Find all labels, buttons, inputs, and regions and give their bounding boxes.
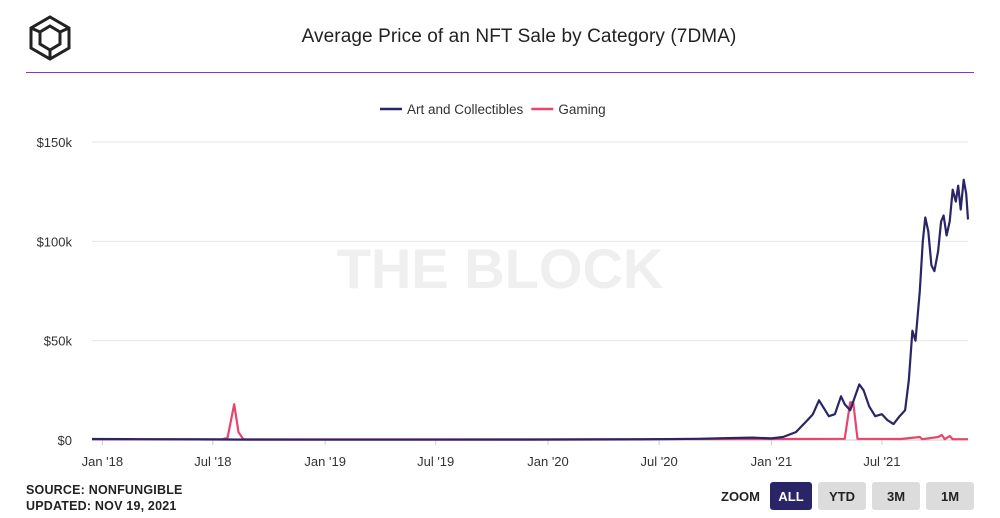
series-lines: [91, 178, 970, 441]
y-tick-label: $0: [58, 433, 72, 448]
x-tick-label: Jul '19: [417, 454, 454, 469]
x-tick-label: Jul '20: [641, 454, 678, 469]
x-tick-label: Jan '20: [527, 454, 569, 469]
x-tick-label: Jul '21: [863, 454, 900, 469]
y-tick-label: $150k: [37, 135, 73, 150]
x-tick-label: Jul '18: [194, 454, 231, 469]
legend-label-gaming: Gaming: [558, 102, 605, 117]
x-tick-label: Jan '18: [82, 454, 124, 469]
y-tick-label: $50k: [44, 334, 73, 349]
legend-label-art: Art and Collectibles: [407, 102, 524, 117]
title-divider: [26, 72, 974, 73]
updated-text: UPDATED: NOV 19, 2021: [26, 499, 177, 513]
watermark: THE BLOCK: [337, 237, 664, 300]
source-text: SOURCE: NONFUNGIBLE: [26, 483, 183, 497]
x-axis: Jan '18 Jul '18 Jan '19 Jul '19 Jan '20 Jul '…: [82, 440, 901, 469]
zoom-1m-button[interactable]: 1M: [926, 482, 974, 510]
zoom-all-button[interactable]: ALL: [770, 482, 812, 510]
x-tick-label: Jan '21: [751, 454, 793, 469]
cube-logo-icon[interactable]: [26, 14, 74, 62]
legend: Art and Collectibles Gaming: [380, 102, 606, 117]
line-chart: THE BLOCK $0 $50k $100k $150k Jan '18 Jul '1…: [37, 102, 970, 469]
series-line-gaming: [92, 401, 968, 441]
zoom-controls: ZOOM ALL YTD 3M 1M: [721, 482, 974, 510]
y-axis: $0 $50k $100k $150k: [37, 135, 73, 448]
x-tick-label: Jan '19: [304, 454, 346, 469]
zoom-label: ZOOM: [721, 488, 760, 504]
footer-info: SOURCE: NONFUNGIBLE UPDATED: NOV 19, 202…: [26, 482, 183, 514]
y-tick-label: $100k: [37, 234, 73, 249]
zoom-3m-button[interactable]: 3M: [872, 482, 920, 510]
chart-header: Average Price of an NFT Sale by Category…: [0, 0, 1000, 74]
chart-title: Average Price of an NFT Sale by Category…: [301, 26, 737, 47]
zoom-ytd-button[interactable]: YTD: [818, 482, 866, 510]
series-line-art-and-collectibles: [91, 178, 970, 441]
